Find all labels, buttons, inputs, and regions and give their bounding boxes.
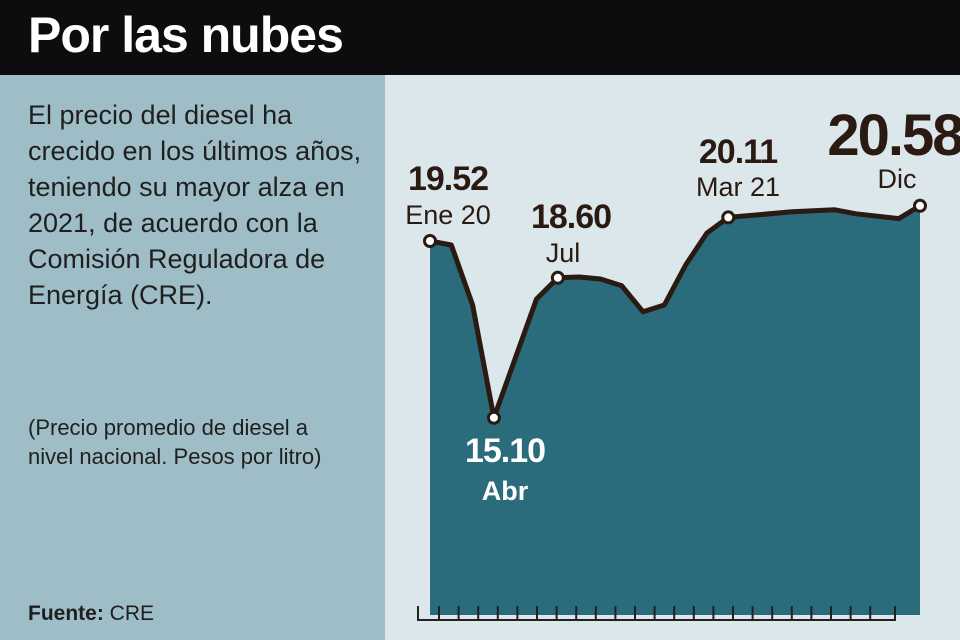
page-title: Por las nubes bbox=[28, 7, 344, 63]
data-point-marker bbox=[486, 410, 501, 425]
area-fill bbox=[430, 205, 920, 616]
unit-note: (Precio promedio de diesel a nivel nacio… bbox=[28, 415, 322, 469]
data-point-marker bbox=[550, 270, 565, 285]
data-point-marker bbox=[721, 210, 736, 225]
data-date-label: Ene 20 bbox=[405, 200, 491, 230]
data-value-label: 20.58 bbox=[827, 103, 960, 168]
data-value-label: 15.10 bbox=[465, 432, 545, 470]
description-panel: El precio del diesel ha crecido en los ú… bbox=[0, 75, 385, 640]
x-axis bbox=[417, 606, 896, 621]
source-value: CRE bbox=[109, 602, 155, 625]
source-label: Fuente: bbox=[28, 602, 104, 625]
data-date-label: Dic bbox=[878, 164, 917, 194]
data-value-label: 20.11 bbox=[699, 133, 777, 171]
data-date-label: Jul bbox=[546, 238, 581, 268]
source-credit: Fuente: CRE bbox=[28, 602, 154, 626]
data-point-marker bbox=[423, 234, 437, 248]
description-text: El precio del diesel ha crecido en los ú… bbox=[28, 100, 362, 310]
data-value-label: 19.52 bbox=[408, 160, 488, 198]
data-point-marker bbox=[913, 198, 927, 213]
data-value-label: 18.60 bbox=[531, 198, 611, 236]
header-bar: Por las nubes bbox=[0, 0, 960, 75]
data-date-label: Mar 21 bbox=[696, 172, 780, 202]
data-date-label: Abr bbox=[482, 476, 529, 506]
